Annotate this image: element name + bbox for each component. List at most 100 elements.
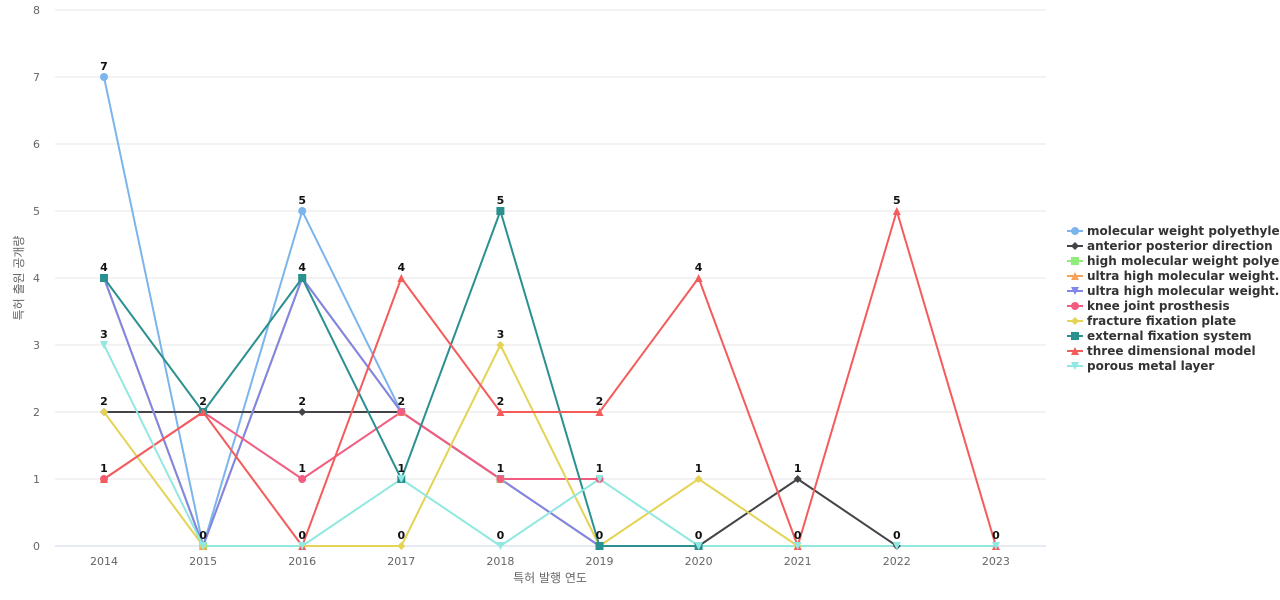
data-point-marker: [298, 542, 307, 550]
x-tick-label: 2020: [685, 555, 713, 568]
x-tick-label: 2022: [883, 555, 911, 568]
data-label: 0: [298, 529, 306, 542]
series-line-9: [103, 344, 997, 547]
data-label: 0: [794, 529, 802, 542]
data-point-marker: [496, 408, 505, 416]
legend-item[interactable]: ultra high molecular weight...: [1067, 269, 1280, 283]
data-point-marker: [793, 542, 802, 550]
data-point-marker: [100, 73, 108, 81]
legend-label: fracture fixation plate: [1087, 314, 1236, 328]
data-point-marker: [496, 207, 505, 215]
legend-item[interactable]: fracture fixation plate: [1067, 314, 1236, 328]
data-point-marker: [298, 475, 307, 483]
data-point-marker: [694, 274, 703, 282]
x-tick-label: 2014: [90, 555, 118, 568]
data-label: 0: [397, 529, 405, 542]
data-point-marker: [100, 408, 108, 416]
data-label: 3: [497, 328, 505, 341]
data-label: 4: [100, 261, 108, 274]
data-label: 1: [794, 462, 802, 475]
x-tick-label: 2019: [586, 555, 614, 568]
data-point-marker: [496, 475, 505, 483]
legend-item[interactable]: anterior posterior direction: [1067, 239, 1273, 253]
y-tick-label: 4: [33, 272, 40, 285]
data-label: 0: [695, 529, 703, 542]
y-tick-label: 0: [33, 540, 40, 553]
data-point-marker: [199, 408, 208, 416]
data-label: 1: [100, 462, 108, 475]
data-point-marker: [397, 274, 406, 282]
gridlines: [55, 9, 1046, 547]
series-line-8: [103, 210, 997, 547]
data-point-marker: [991, 542, 1000, 550]
data-label: 2: [298, 395, 306, 408]
data-point-marker: [694, 542, 703, 550]
data-label: 4: [397, 261, 405, 274]
legend-item[interactable]: high molecular weight polye...: [1067, 254, 1280, 268]
data-point-marker: [397, 475, 406, 483]
data-label: 0: [497, 529, 505, 542]
data-point-marker: [892, 207, 901, 215]
x-tick-label: 2017: [387, 555, 415, 568]
data-label: 2: [596, 395, 604, 408]
legend-label: ultra high molecular weight...: [1087, 284, 1280, 298]
data-label: 1: [497, 462, 505, 475]
data-point-marker: [694, 475, 703, 483]
data-point-marker: [496, 341, 505, 349]
y-tick-label: 1: [33, 473, 40, 486]
series-line-4: [103, 277, 601, 547]
data-label: 5: [893, 194, 901, 207]
legend-marker: [1071, 302, 1079, 310]
series-line-0: [103, 76, 403, 547]
legend-item[interactable]: ultra high molecular weight...: [1067, 284, 1280, 298]
legend-item[interactable]: external fixation system: [1067, 329, 1252, 343]
legend-label: three dimensional model: [1087, 344, 1256, 358]
series-line-6: [103, 344, 799, 547]
legend-label: anterior posterior direction: [1087, 239, 1273, 253]
legend-marker: [1071, 272, 1079, 280]
x-tick-label: 2021: [784, 555, 812, 568]
data-point-marker: [298, 207, 307, 215]
x-axis-title: 특허 발행 연도: [513, 570, 587, 585]
y-tick-label: 8: [33, 4, 40, 17]
data-point-marker: [397, 408, 406, 416]
legend-marker: [1071, 227, 1079, 235]
legend-marker: [1071, 317, 1079, 325]
legend-item[interactable]: knee joint prosthesis: [1067, 299, 1230, 313]
x-tick-label: 2018: [486, 555, 514, 568]
y-tick-label: 7: [33, 71, 40, 84]
x-tick-label: 2016: [288, 555, 316, 568]
legend-marker: [1071, 362, 1079, 370]
legend-label: molecular weight polyethylene: [1087, 224, 1280, 238]
legend-label: ultra high molecular weight...: [1087, 269, 1280, 283]
data-point-marker: [100, 341, 108, 349]
data-point-marker: [496, 542, 505, 550]
data-label: 1: [695, 462, 703, 475]
series-line-5: [103, 411, 601, 480]
legend-item[interactable]: molecular weight polyethylene: [1067, 224, 1280, 238]
legend-item[interactable]: three dimensional model: [1067, 344, 1256, 358]
legend-item[interactable]: porous metal layer: [1067, 359, 1214, 373]
legend-marker: [1071, 332, 1079, 340]
y-tick-label: 6: [33, 138, 40, 151]
data-point-marker: [199, 542, 208, 550]
data-label: 2: [397, 395, 405, 408]
data-label: 1: [298, 462, 306, 475]
data-label: 1: [397, 462, 405, 475]
legend-marker: [1071, 242, 1079, 250]
data-point-marker: [298, 274, 307, 282]
y-tick-label: 2: [33, 406, 40, 419]
y-tick-label: 3: [33, 339, 40, 352]
legend-label: knee joint prosthesis: [1087, 299, 1230, 313]
data-label: 0: [199, 529, 207, 542]
data-point-marker: [892, 542, 901, 550]
data-label: 0: [992, 529, 1000, 542]
data-point-marker: [793, 475, 802, 483]
data-label: 5: [298, 194, 306, 207]
data-label: 1: [596, 462, 604, 475]
legend-marker: [1071, 347, 1079, 355]
